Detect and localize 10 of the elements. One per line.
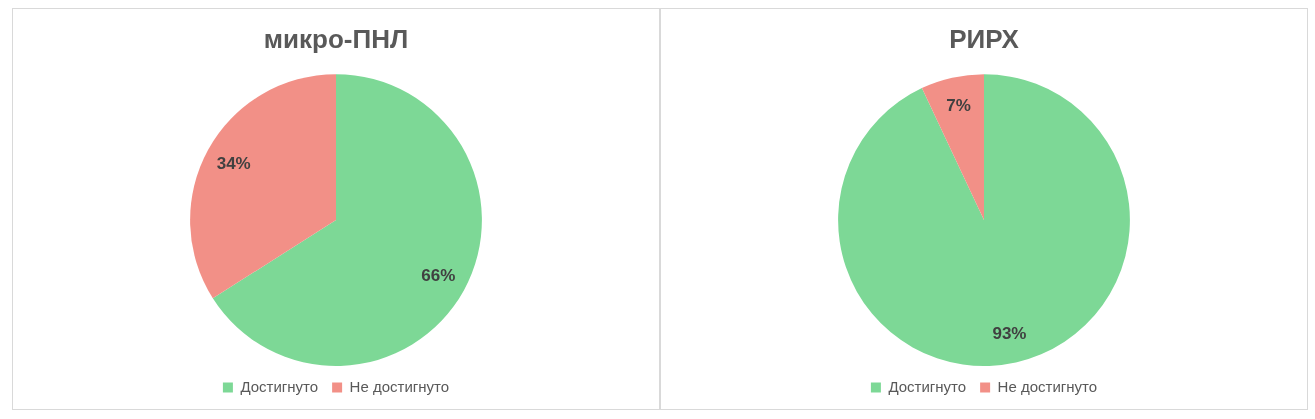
data-label: 66% — [421, 266, 456, 286]
legend-label: Достигнуто — [240, 377, 319, 395]
chart-title: микро-ПНЛ — [263, 23, 409, 54]
legend-label: Не достигнуто — [349, 377, 450, 395]
data-label: 7% — [946, 95, 971, 115]
data-label: 34% — [216, 153, 251, 173]
chart-title: РИРХ — [949, 23, 1020, 54]
legend-label: Не достигнуто — [997, 377, 1098, 395]
legend-label: Достигнуто — [888, 377, 967, 395]
data-label: 93% — [992, 323, 1027, 343]
